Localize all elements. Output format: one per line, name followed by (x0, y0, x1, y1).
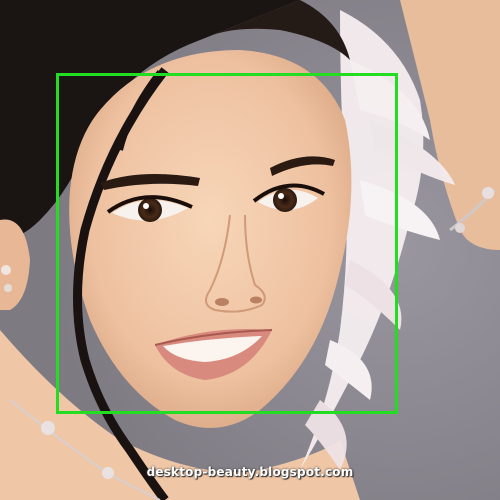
lip-line (154, 329, 273, 346)
right-eyelash (252, 183, 325, 203)
left-iris (138, 198, 162, 222)
left-eye-glint (143, 203, 149, 209)
necklace-bead (41, 421, 55, 435)
earring (4, 284, 12, 292)
necklace-bead (102, 467, 114, 479)
nostril (250, 296, 262, 304)
shoulder (0, 330, 360, 500)
hair-strand (117, 70, 163, 151)
necklace (9, 399, 161, 500)
hair (0, 0, 300, 240)
hair-strand (73, 67, 169, 500)
left-eyebrow (100, 174, 200, 190)
left-eyelash (106, 195, 193, 214)
teeth (163, 336, 262, 362)
bracelet-charm (455, 223, 465, 233)
right-iris (273, 188, 297, 212)
raised-arm (400, 0, 500, 250)
nostril (215, 298, 229, 306)
bracelet-charm (482, 187, 494, 199)
hair (200, 0, 350, 60)
nose (205, 214, 266, 313)
earring (1, 265, 11, 275)
watermark-text: desktop-beauty.blogspot.com (146, 465, 354, 479)
right-eye-glint (278, 193, 284, 199)
feather-boa (300, 10, 455, 470)
right-eyebrow (270, 156, 335, 176)
face (69, 50, 352, 428)
